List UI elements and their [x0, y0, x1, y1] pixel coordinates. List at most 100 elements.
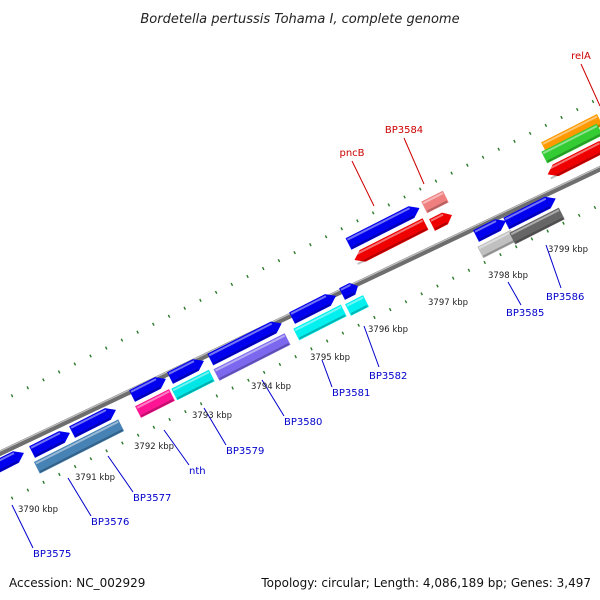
gene-bp3582-bar-shade	[350, 304, 368, 315]
gene-label-pncb[interactable]: pncB	[339, 148, 364, 159]
gene-rela-red-shine	[546, 142, 600, 171]
gene-bp3580-arrow[interactable]	[207, 318, 284, 366]
gene-label-bp3585[interactable]: BP3585	[506, 308, 544, 319]
gene-label-bp3575[interactable]: BP3575	[33, 549, 71, 560]
gene-bp3581-bar-body	[293, 304, 347, 341]
gene-bp3582-arrow[interactable]	[339, 280, 361, 300]
gene-bp3577-arrow-shine	[70, 409, 107, 429]
kbp-label: 3797 kbp	[428, 298, 468, 308]
gene-label-bp3579[interactable]: BP3579	[226, 446, 264, 457]
gene-pncb-arrow[interactable]	[345, 202, 423, 250]
gene-bp3582-bar[interactable]	[345, 295, 369, 316]
leader-line-bp3575	[11, 504, 34, 549]
gene-rela-red[interactable]	[545, 140, 600, 180]
gene-bp3581-bar-shade	[298, 314, 346, 340]
kbp-label: 3794 kbp	[251, 382, 291, 392]
gene-bp3584-red-shade	[434, 222, 448, 230]
kbp-label: 3792 kbp	[134, 442, 174, 452]
gene-pncb-red[interactable]	[352, 218, 429, 266]
gene-bp3580-arrow-shade	[212, 331, 277, 365]
gene-bp3579-arrow-body	[167, 359, 204, 384]
gene-rela-orange-shine	[542, 115, 598, 145]
leader-line-bp3581	[321, 359, 333, 388]
gene-bp3582-arrow-body	[339, 282, 358, 300]
gene-label-bp3586[interactable]: BP3586	[546, 292, 584, 303]
gene-bp3579-arrow-shine	[168, 360, 195, 375]
gene-bp3576-bar-shine	[35, 420, 119, 465]
gene-nth-arrow[interactable]	[129, 373, 169, 402]
gene-pncb-red-shade	[357, 228, 428, 265]
gene-bp3579-arrow-shade	[172, 368, 199, 383]
gene-bp3576-arrow-body	[29, 431, 70, 458]
gene-bp3579-bar-shine	[172, 371, 210, 392]
gene-bp3584-bar-shade	[426, 200, 448, 213]
gene-rela-red-shade	[550, 150, 600, 180]
gene-nth-arrow-body	[129, 377, 166, 402]
gene-bp3586-arrow[interactable]	[503, 193, 558, 230]
leader-line-bp3584	[403, 137, 425, 185]
gene-bp3581-arrow[interactable]	[289, 290, 339, 324]
gene-label-bp3577[interactable]: BP3577	[133, 493, 171, 504]
gene-labels: BP3575 BP3576 BP3577 nth BP3579 BP3580 BP3581 B…	[33, 51, 591, 560]
gene-bp3585-bar-body	[477, 229, 517, 259]
gene-bp3580-bar[interactable]	[213, 333, 291, 381]
gene-bp3584-red-body	[429, 212, 452, 231]
gene-bp3576-bar-shade	[39, 429, 123, 473]
gene-bp3582-bar-shine	[346, 296, 364, 307]
gene-bp3586-arrow-shade	[508, 206, 551, 229]
gene-bp3585-arrow-shine	[474, 220, 497, 233]
gene-nth-bar[interactable]	[135, 389, 175, 418]
gene-bp3584-bar-body	[421, 190, 449, 214]
gene-label-bp3584[interactable]: BP3584	[385, 125, 423, 136]
gene-bp3586-bar[interactable]	[509, 207, 565, 245]
gene-nth-arrow-shade	[134, 386, 161, 401]
kbp-label: 3799 kbp	[548, 245, 588, 255]
gene-bp3585-arrow-shade	[478, 228, 501, 241]
kbp-scale-labels: 3790 kbp 3791 kbp 3792 kbp 3793 kbp 3794 kbp…	[18, 245, 588, 515]
gene-features	[0, 114, 600, 474]
gene-label-bp3582[interactable]: BP3582	[369, 371, 407, 382]
kbp-label: 3795 kbp	[310, 353, 350, 363]
map-title: Bordetella pertussis Tohama I, complete …	[140, 12, 459, 27]
leader-line-bp3585	[507, 281, 522, 306]
gene-bp3581-bar-shine	[294, 306, 342, 332]
gene-bp3575-arrow-shade	[0, 460, 19, 473]
gene-bp3580-arrow-shine	[208, 322, 273, 357]
gene-bp3577-arrow[interactable]	[69, 404, 119, 438]
gene-label-bp3576[interactable]: BP3576	[91, 517, 129, 528]
gene-nth-bar-shine	[136, 390, 170, 409]
gene-rela-green-body	[541, 123, 600, 164]
gene-bp3585-bar[interactable]	[477, 229, 517, 259]
gene-bp3576-arrow[interactable]	[29, 427, 73, 458]
gene-label-bp3580[interactable]: BP3580	[284, 417, 322, 428]
leader-line-rela	[580, 63, 600, 107]
gene-pncb-red-body	[354, 218, 429, 262]
tick-ring-outer	[0, 96, 600, 404]
gene-bp3579-arrow[interactable]	[167, 355, 207, 384]
gene-bp3579-bar[interactable]	[171, 369, 215, 401]
leader-line-bp3576	[67, 477, 92, 517]
gene-label-rela[interactable]: relA	[571, 51, 591, 62]
gene-bp3581-bar[interactable]	[293, 304, 347, 341]
gene-bp3575-arrow-shine	[0, 452, 15, 465]
gene-label-bp3581[interactable]: BP3581	[332, 388, 370, 399]
gene-bp3575-arrow[interactable]	[0, 447, 27, 474]
gene-bp3586-bar-body	[509, 207, 565, 245]
gene-bp3584-red[interactable]	[429, 209, 455, 231]
gene-bp3577-arrow-body	[69, 408, 116, 438]
gene-pncb-arrow-shine	[346, 207, 410, 241]
tick-rings	[0, 96, 600, 506]
gene-bp3576-bar[interactable]	[33, 419, 125, 474]
gene-bp3586-arrow-shine	[504, 197, 547, 221]
gene-bp3576-arrow-shine	[30, 432, 61, 449]
gene-bp3584-bar[interactable]	[421, 190, 449, 214]
gene-bp3585-arrow[interactable]	[473, 215, 509, 242]
gene-bp3580-bar-shine	[214, 334, 286, 372]
gene-pncb-red-shine	[352, 219, 424, 257]
gene-bp3582-bar-body	[345, 295, 369, 316]
gene-label-nth[interactable]: nth	[189, 466, 206, 477]
gene-bp3576-bar-body	[33, 419, 125, 474]
gene-rela-green[interactable]	[541, 123, 600, 164]
leader-line-bp3582	[363, 325, 380, 368]
